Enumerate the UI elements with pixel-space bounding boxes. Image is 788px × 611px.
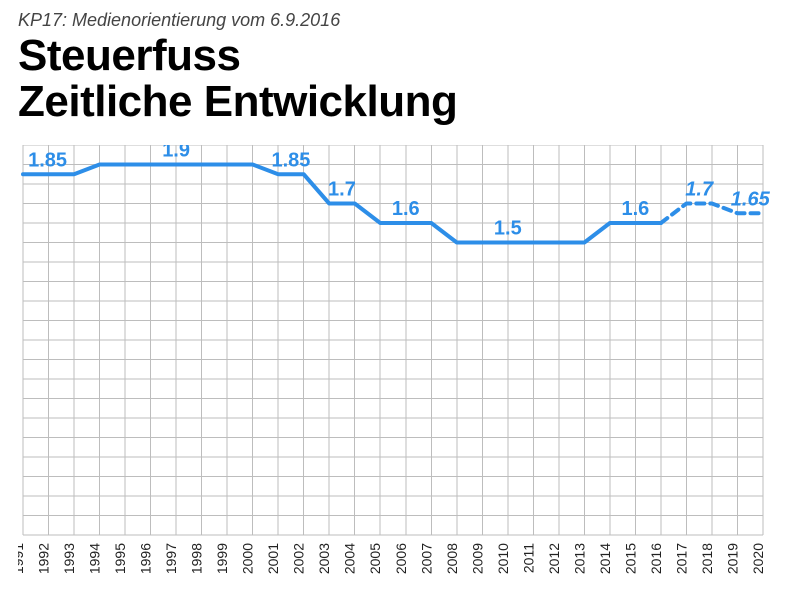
x-tick-label: 1993 [61,543,77,574]
x-tick-label: 2017 [673,543,689,574]
x-tick-label: 2003 [316,543,332,574]
x-tick-label: 2002 [291,543,307,574]
value-label: 1.85 [271,150,310,172]
x-tick-label: 1999 [214,543,230,574]
x-tick-label: 2020 [750,543,766,574]
x-tick-label: 2007 [418,543,434,574]
x-tick-label: 2011 [520,543,536,573]
x-tick-label: 2005 [367,543,383,574]
x-tick-label: 2000 [240,543,256,574]
x-tick-label: 2019 [724,543,740,574]
slide-subtitle: KP17: Medienorientierung vom 6.9.2016 [18,10,770,31]
x-tick-label: 2004 [342,543,358,574]
value-label: 1.85 [28,150,67,172]
value-label: 1.6 [622,198,650,220]
x-tick-label: 1996 [138,543,154,574]
chart-svg: 1.851.91.851.71.61.51.61.71.651991199219… [18,145,770,585]
x-tick-label: 1998 [189,543,205,574]
x-axis-labels: 1991 1992 1993 1994 1995 1996 1997 1998 1999 2000… [18,543,766,574]
x-tick-label: 2016 [648,543,664,574]
x-tick-label: 1997 [163,543,179,574]
x-tick-label: 2001 [265,543,281,574]
x-tick-label: 2008 [444,543,460,574]
chart: 1.851.91.851.71.61.51.61.71.651991199219… [18,145,770,585]
x-tick-label: 2010 [495,543,511,574]
x-tick-label: 1994 [87,543,103,574]
x-tick-label: 2006 [393,543,409,574]
value-label: 1.5 [494,218,522,240]
value-label: 1.9 [162,145,190,162]
slide: KP17: Medienorientierung vom 6.9.2016 St… [0,0,788,611]
value-label: 1.7 [328,179,356,201]
x-tick-label: 2009 [469,543,485,574]
title-line-2: Zeitliche Entwicklung [18,77,457,126]
x-tick-label: 2018 [699,543,715,574]
value-label: 1.6 [392,198,420,220]
x-tick-label: 2015 [622,543,638,574]
x-tick-label: 2012 [546,543,562,574]
value-label: 1.65 [731,189,770,211]
x-tick-label: 2014 [597,543,613,574]
value-label: 1.7 [685,179,714,201]
title-line-1: Steuerfuss [18,31,240,80]
x-tick-label: 2013 [571,543,587,574]
slide-title: Steuerfuss Zeitliche Entwicklung [18,33,770,125]
x-tick-label: 1992 [36,543,52,574]
x-tick-label: 1991 [18,543,26,574]
x-tick-label: 1995 [112,543,128,574]
